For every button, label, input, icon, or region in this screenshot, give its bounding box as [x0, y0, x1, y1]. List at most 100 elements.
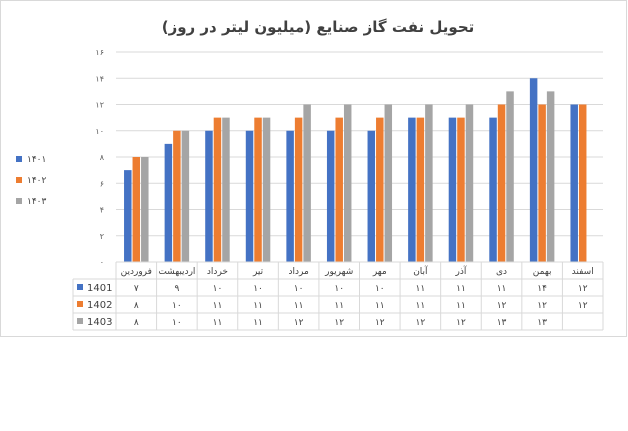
y-tick-label: ۸ [100, 153, 105, 162]
bar-1401-10 [489, 117, 497, 262]
data-label: ۱۱ [253, 318, 263, 328]
bar-1403-10 [506, 91, 514, 262]
category-label: فروردین [121, 267, 152, 277]
bar-1401-3 [205, 130, 213, 262]
bar-1402-3 [213, 117, 222, 262]
data-label: ۷ [134, 284, 139, 294]
bar-1402-8 [416, 117, 425, 262]
data-label: ۱۲ [578, 301, 588, 311]
y-tick-label: ۶ [100, 179, 104, 188]
bar-1403-9 [465, 104, 474, 262]
legend-swatch [16, 177, 22, 183]
data-label: ۱۳ [497, 318, 507, 328]
y-tick-label: ۱۲ [95, 101, 104, 110]
data-label: ۹ [174, 284, 179, 294]
data-label: ۱۲ [334, 318, 344, 328]
data-label: ۱۲ [416, 318, 426, 328]
bar-1401-4 [245, 130, 254, 262]
row-label: 1401 [87, 283, 112, 294]
legend-swatch [16, 156, 22, 162]
bar-1403-6 [343, 104, 352, 262]
bar-1401-12 [570, 104, 578, 262]
y-tick-label: ۰ [100, 258, 104, 267]
category-label: مهر [372, 267, 387, 277]
category-label: بهمن [533, 267, 552, 277]
bar-1403-7 [384, 104, 393, 262]
data-label: ۱۱ [213, 301, 223, 311]
data-label: ۱۴ [537, 284, 547, 294]
legend-label: ۱۴۰۱ [27, 155, 46, 165]
data-table: فروردین اردیبهشت خرداد تیر مرداد شهریور مهر آبا… [72, 261, 604, 331]
data-label: ۱۰ [172, 301, 182, 311]
bar-1401-11 [529, 78, 538, 262]
data-label: ۱۲ [578, 284, 588, 294]
category-label: مرداد [288, 267, 308, 277]
bar-1401-6 [326, 130, 335, 262]
bar-1403-8 [425, 104, 433, 262]
bar-1402-2 [173, 130, 181, 262]
y-tick-label: ۱۴ [95, 74, 104, 83]
data-label: ۱۱ [334, 301, 344, 311]
data-label: ۱۳ [537, 318, 547, 328]
bar-1401-2 [164, 143, 173, 262]
bar-1403-4 [262, 117, 271, 262]
bar-1401-7 [367, 130, 376, 262]
y-tick-label: ۱۶ [95, 48, 104, 57]
category-label: دی [496, 267, 507, 277]
bars [124, 78, 587, 262]
category-label: اسفند [572, 267, 594, 277]
data-label: ۱۲ [294, 318, 304, 328]
data-label: ۱۰ [334, 284, 344, 294]
data-label: ۱۱ [497, 284, 507, 294]
legend: ۱۴۰۱ ۱۴۰۲ ۱۴۰۳ [16, 155, 47, 207]
bar-1402-9 [457, 117, 465, 262]
category-label: شهریور [324, 267, 353, 277]
bar-1402-1 [132, 157, 141, 262]
data-label: ۱۲ [375, 318, 385, 328]
bar-1403-11 [546, 91, 555, 262]
row-label: 1403 [87, 317, 112, 328]
bar-1402-12 [578, 104, 587, 262]
data-label: ۱۱ [416, 301, 426, 311]
y-tick-label: ۱۰ [95, 127, 104, 136]
chart-frame [0, 0, 627, 337]
bar-1402-10 [497, 104, 506, 262]
bar-1403-5 [303, 104, 311, 262]
bar-1402-6 [335, 117, 343, 262]
data-label: ۸ [134, 301, 139, 311]
bar-1401-9 [448, 117, 457, 262]
y-tick-label: ۴ [100, 206, 104, 215]
data-label: ۱۰ [375, 284, 385, 294]
category-label: اردیبهشت [158, 267, 195, 277]
data-label: ۱۰ [294, 284, 304, 294]
data-label: ۱۱ [253, 301, 263, 311]
row-swatch [77, 284, 83, 290]
data-label: ۱۱ [213, 318, 223, 328]
data-label: ۱۰ [213, 284, 223, 294]
bar-1401-1 [124, 170, 132, 262]
category-label: آذر [455, 265, 467, 277]
bar-1403-2 [181, 130, 190, 262]
row-swatch [77, 301, 83, 307]
data-label: ۱۱ [375, 301, 385, 311]
data-label: ۱۱ [416, 284, 426, 294]
data-label: ۸ [134, 318, 139, 328]
bar-1401-5 [286, 130, 294, 262]
bar-1402-11 [538, 104, 546, 262]
y-axis: ۰ ۲ ۴ ۶ ۸ ۱۰ ۱۲ ۱۴ ۱۶ [95, 48, 104, 267]
data-label: ۱۰ [253, 284, 263, 294]
data-label: ۱۲ [456, 318, 466, 328]
category-label: خرداد [207, 267, 228, 277]
chart-title: تحویل نفت گاز صنایع (میلیون لیتر در روز) [162, 18, 475, 36]
bar-1402-7 [376, 117, 384, 262]
data-label: ۱۲ [497, 301, 507, 311]
legend-label: ۱۴۰۲ [27, 176, 47, 186]
data-label: ۱۱ [456, 284, 466, 294]
data-label: ۱۲ [537, 301, 547, 311]
category-label: تیر [252, 267, 264, 277]
category-label: آبان [413, 265, 428, 277]
bar-1402-5 [294, 117, 303, 262]
row-label: 1402 [87, 300, 112, 311]
bar-1402-4 [254, 117, 262, 262]
